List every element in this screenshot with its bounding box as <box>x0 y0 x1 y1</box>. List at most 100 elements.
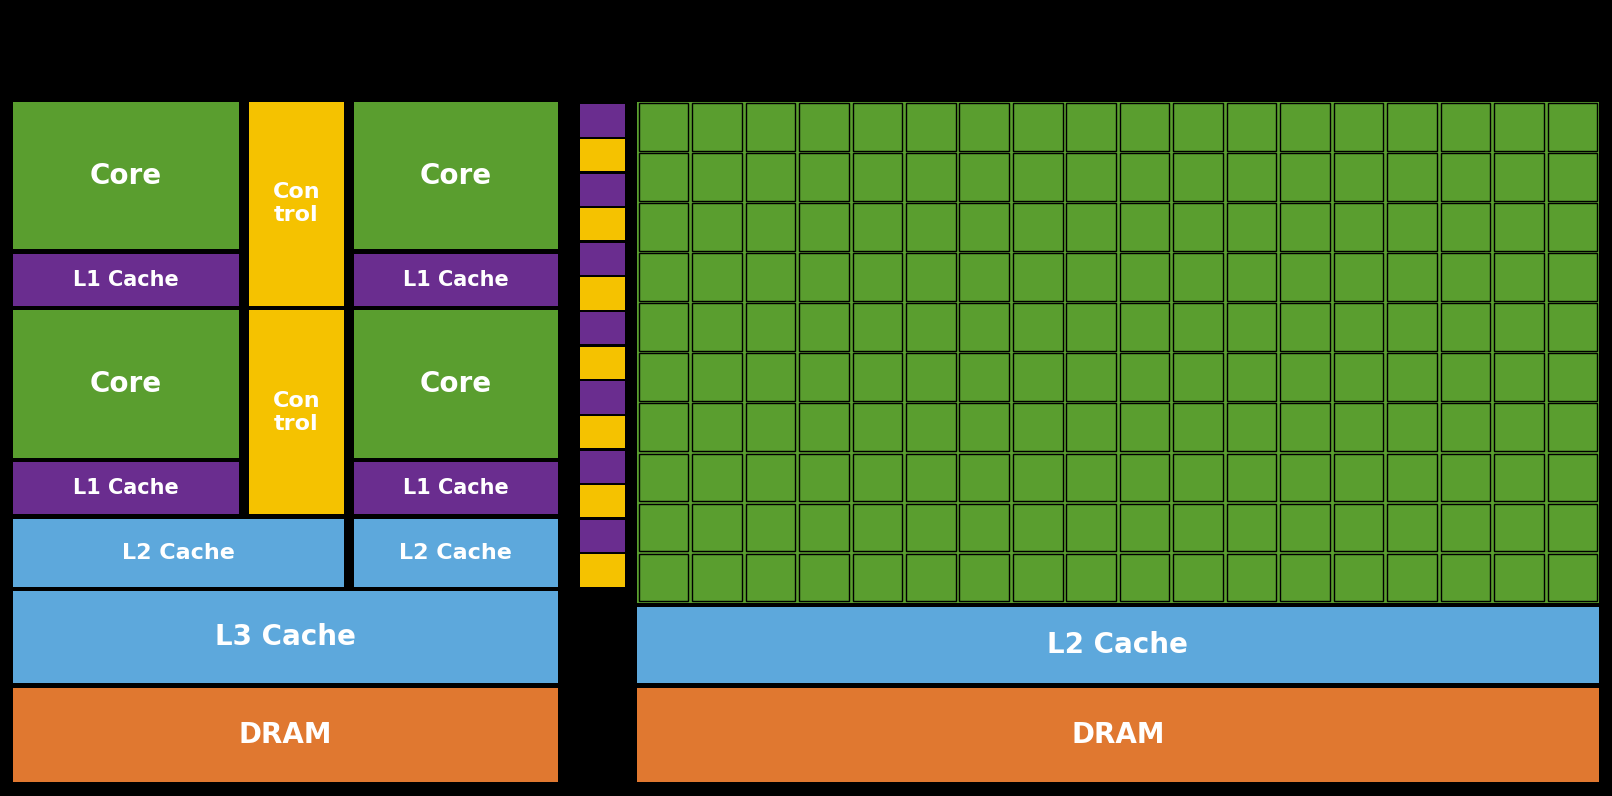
Bar <box>1280 303 1330 351</box>
Bar <box>638 103 688 150</box>
Bar <box>1120 353 1169 401</box>
Bar <box>1067 153 1116 201</box>
Bar <box>959 153 1009 201</box>
Bar <box>959 404 1009 451</box>
Bar <box>638 353 688 401</box>
Bar <box>906 203 956 251</box>
Bar <box>1227 153 1277 201</box>
Bar <box>1548 504 1597 552</box>
Bar <box>1441 153 1489 201</box>
Text: Con
trol: Con trol <box>272 391 321 434</box>
Bar <box>1280 153 1330 201</box>
Bar <box>1227 504 1277 552</box>
Bar <box>1280 454 1330 501</box>
Bar <box>1280 554 1330 602</box>
Bar <box>1333 153 1383 201</box>
Bar <box>1067 353 1116 401</box>
Bar <box>13 310 239 458</box>
Bar <box>13 102 239 249</box>
Bar <box>1494 153 1544 201</box>
Bar <box>959 303 1009 351</box>
Bar <box>1120 454 1169 501</box>
Bar <box>1388 253 1436 301</box>
Bar <box>800 554 848 602</box>
Bar <box>1333 203 1383 251</box>
Bar <box>746 554 795 602</box>
Bar <box>1441 504 1489 552</box>
Bar <box>1012 253 1062 301</box>
Bar <box>1333 404 1383 451</box>
Bar <box>853 253 903 301</box>
Text: DRAM: DRAM <box>239 720 332 749</box>
Text: Core: Core <box>90 370 163 398</box>
Bar <box>746 404 795 451</box>
Bar <box>906 554 956 602</box>
Bar <box>1441 303 1489 351</box>
Bar <box>1120 253 1169 301</box>
Bar <box>1174 454 1224 501</box>
Bar <box>638 303 688 351</box>
Text: Core: Core <box>419 370 492 398</box>
Bar <box>1012 303 1062 351</box>
Bar <box>353 310 558 458</box>
Bar <box>637 102 1599 603</box>
Bar <box>637 688 1599 782</box>
Bar <box>959 253 1009 301</box>
Text: L3 Cache: L3 Cache <box>214 623 356 651</box>
Bar <box>746 153 795 201</box>
Bar <box>353 519 558 587</box>
Bar <box>692 203 742 251</box>
Bar <box>1494 504 1544 552</box>
Bar <box>1227 353 1277 401</box>
Bar <box>692 504 742 552</box>
Bar <box>800 103 848 150</box>
Bar <box>800 504 848 552</box>
Bar <box>1227 253 1277 301</box>
Bar <box>637 607 1599 683</box>
Text: Core: Core <box>419 162 492 189</box>
Bar <box>1120 103 1169 150</box>
Bar <box>906 353 956 401</box>
Text: L2 Cache: L2 Cache <box>400 543 513 563</box>
Bar <box>692 153 742 201</box>
Bar <box>1333 303 1383 351</box>
Text: DRAM: DRAM <box>1070 720 1165 749</box>
Bar <box>692 253 742 301</box>
Bar <box>1388 454 1436 501</box>
Bar <box>638 203 688 251</box>
Bar <box>906 103 956 150</box>
Bar <box>580 139 625 171</box>
Bar <box>800 303 848 351</box>
Bar <box>1388 303 1436 351</box>
Bar <box>13 519 343 587</box>
Bar <box>959 454 1009 501</box>
Bar <box>1494 103 1544 150</box>
Bar <box>959 203 1009 251</box>
Bar <box>692 454 742 501</box>
Bar <box>746 303 795 351</box>
Bar <box>1441 404 1489 451</box>
Bar <box>853 353 903 401</box>
Bar <box>853 504 903 552</box>
Bar <box>1548 454 1597 501</box>
Bar <box>1280 253 1330 301</box>
Bar <box>1120 203 1169 251</box>
Bar <box>1174 303 1224 351</box>
Bar <box>638 404 688 451</box>
Bar <box>959 103 1009 150</box>
Bar <box>800 353 848 401</box>
Bar <box>906 253 956 301</box>
Bar <box>800 153 848 201</box>
Bar <box>692 303 742 351</box>
Bar <box>906 303 956 351</box>
Bar <box>1012 203 1062 251</box>
Bar <box>1441 203 1489 251</box>
Bar <box>1174 203 1224 251</box>
Bar <box>1174 504 1224 552</box>
Text: L2 Cache: L2 Cache <box>1048 631 1188 659</box>
Bar <box>1067 253 1116 301</box>
Bar <box>746 203 795 251</box>
Bar <box>1067 303 1116 351</box>
Bar <box>692 103 742 150</box>
Bar <box>1067 103 1116 150</box>
